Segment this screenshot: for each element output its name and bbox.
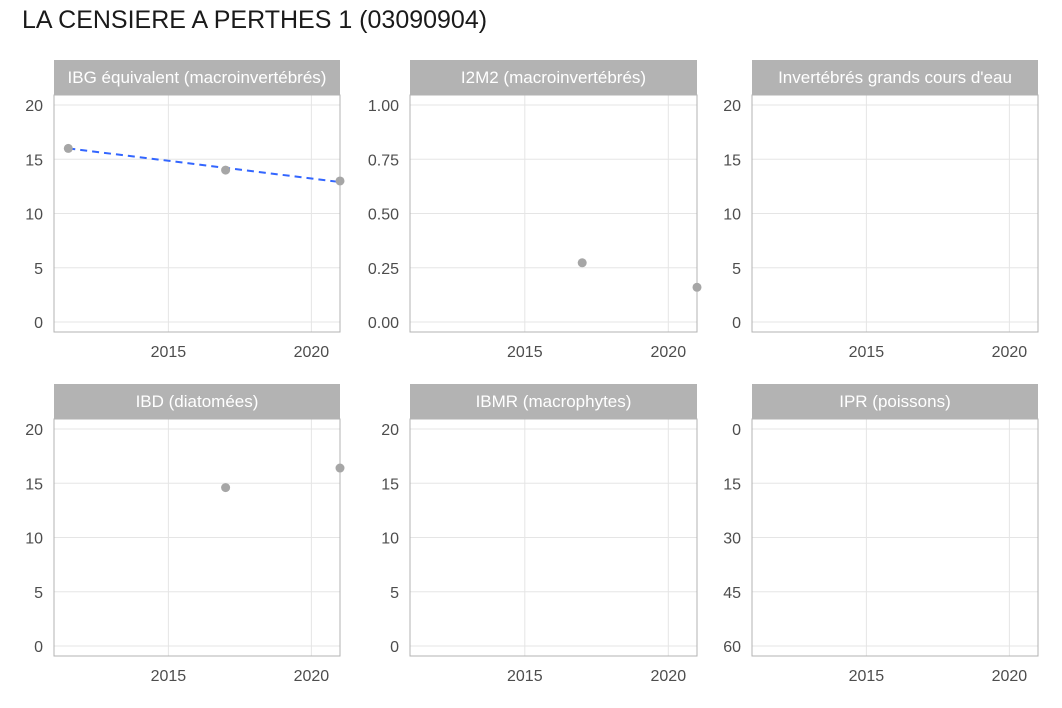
panel-border xyxy=(409,418,698,657)
x-tick-label: 2015 xyxy=(151,344,187,361)
data-point xyxy=(335,176,345,186)
y-tick-label: 0.00 xyxy=(368,315,399,332)
trend-line xyxy=(68,147,341,184)
y-tick-label: 10 xyxy=(25,207,43,224)
facet-strip xyxy=(410,384,697,419)
panel-border xyxy=(751,94,1039,333)
facet-panel-5: IBMR (macrophytes) 0 5 10 15 20 2015 2020 xyxy=(381,384,698,685)
x-tick-label: 2020 xyxy=(992,344,1028,361)
x-tick-label: 2015 xyxy=(849,668,885,685)
data-point xyxy=(221,165,231,175)
y-tick-label: 0.50 xyxy=(368,207,399,224)
y-tick-label: 20 xyxy=(381,422,399,439)
facet-panel-4: IBD (diatomées) 0 5 10 15 20 2015 2020 xyxy=(25,384,345,685)
y-tick-label: 20 xyxy=(25,98,43,115)
facet-strip xyxy=(54,60,340,95)
facet-strip xyxy=(410,60,697,95)
y-tick-label: 0 xyxy=(34,639,43,656)
y-tick-label: 45 xyxy=(723,585,741,602)
y-tick-label: 20 xyxy=(723,98,741,115)
panel-border xyxy=(751,418,1039,657)
data-point xyxy=(221,483,231,493)
data-point xyxy=(63,143,73,153)
x-tick-label: 2020 xyxy=(651,344,687,361)
x-tick-label: 2015 xyxy=(507,668,543,685)
y-tick-label: 0 xyxy=(390,639,399,656)
facet-strip-label: IPR (poissons) xyxy=(839,392,950,411)
data-point xyxy=(577,258,587,268)
y-tick-label: 1.00 xyxy=(368,98,399,115)
facet-strip-label: IBMR (macrophytes) xyxy=(476,392,632,411)
data-point xyxy=(335,463,345,473)
x-tick-label: 2020 xyxy=(992,668,1028,685)
y-tick-label: 0 xyxy=(732,315,741,332)
y-tick-label: 10 xyxy=(25,531,43,548)
facet-strip-label: IBG équivalent (macroinvertébrés) xyxy=(68,68,327,87)
page-title: LA CENSIERE A PERTHES 1 (03090904) xyxy=(22,6,488,34)
facet-panel-2: I2M2 (macroinvertébrés) 0.00 0.25 0.50 0.75 1… xyxy=(368,60,702,361)
x-tick-label: 2020 xyxy=(294,668,330,685)
y-tick-label: 15 xyxy=(381,476,399,493)
y-tick-label: 15 xyxy=(25,476,43,493)
y-tick-label: 10 xyxy=(723,207,741,224)
facet-strip xyxy=(54,384,340,419)
x-tick-label: 2020 xyxy=(651,668,687,685)
facet-strip-label: IBD (diatomées) xyxy=(136,392,259,411)
facet-strip-label: Invertébrés grands cours d'eau xyxy=(778,68,1012,87)
panel-border xyxy=(53,94,341,333)
x-tick-label: 2015 xyxy=(849,344,885,361)
y-tick-label: 0 xyxy=(732,422,741,439)
data-point xyxy=(692,282,702,292)
panel-border xyxy=(53,418,341,657)
y-tick-label: 30 xyxy=(723,531,741,548)
y-tick-label: 60 xyxy=(723,639,741,656)
y-tick-label: 10 xyxy=(381,531,399,548)
facet-panel-3: Invertébrés grands cours d'eau0510152020… xyxy=(723,60,1039,361)
facet-strip xyxy=(752,60,1038,95)
y-tick-label: 0.25 xyxy=(368,261,399,278)
y-tick-label: 15 xyxy=(25,152,43,169)
facet-panel-1: IBG équivalent (macroinvertébrés) 0 5 10 15 2… xyxy=(25,60,345,361)
x-tick-label: 2015 xyxy=(151,668,187,685)
panel-border xyxy=(409,94,698,333)
facet-panel-6: IPR (poissons) 0 15 30 45 60 2015 2020 xyxy=(723,384,1039,685)
y-tick-label: 0 xyxy=(34,315,43,332)
y-tick-label: 20 xyxy=(25,422,43,439)
y-tick-label: 5 xyxy=(732,261,741,278)
y-tick-label: 0.75 xyxy=(368,152,399,169)
facet-strip-label: I2M2 (macroinvertébrés) xyxy=(461,68,646,87)
x-tick-label: 2020 xyxy=(294,344,330,361)
y-tick-label: 15 xyxy=(723,476,741,493)
y-tick-label: 5 xyxy=(34,585,43,602)
x-tick-label: 2015 xyxy=(507,344,543,361)
facet-strip xyxy=(752,384,1038,419)
y-tick-label: 5 xyxy=(390,585,399,602)
y-tick-label: 5 xyxy=(34,261,43,278)
y-tick-label: 15 xyxy=(723,152,741,169)
